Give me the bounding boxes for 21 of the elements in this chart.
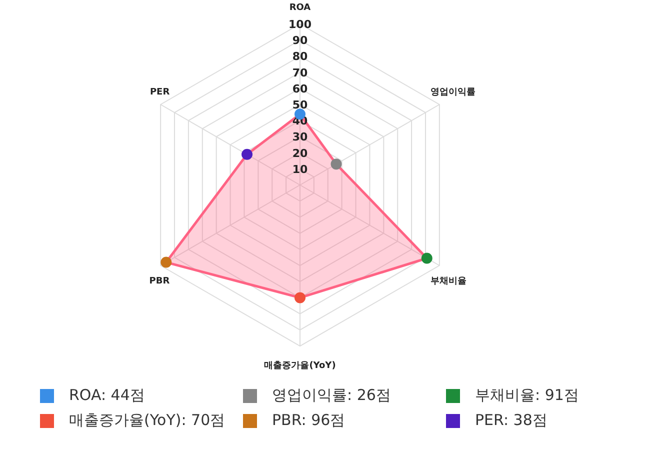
spoke-label: ROA	[289, 3, 311, 13]
text: ROA: 44점	[69, 386, 145, 404]
text: 매출증가율(YoY): 70점	[69, 411, 226, 429]
y-tick-label: 80	[292, 50, 308, 64]
y-tick-label: 70	[292, 66, 308, 80]
text: PBR: 96점	[272, 411, 346, 429]
text: 영업이익률: 26점	[272, 386, 391, 404]
spoke-label: PER	[150, 88, 170, 98]
y-tick-label: 50	[292, 98, 308, 112]
y-tick-label: 90	[292, 34, 308, 48]
text: 부채비율: 91점	[475, 386, 579, 404]
y-tick-label: 10	[292, 162, 308, 176]
y-tick-label: 60	[292, 82, 308, 96]
text: PER: 38점	[475, 411, 548, 429]
spoke-label: PBR	[149, 276, 170, 286]
spoke-label: 부채비율	[430, 276, 466, 286]
spoke-label: 매출증가율(YoY)	[264, 360, 336, 371]
y-tick-label: 30	[292, 130, 308, 144]
spoke-label: 영업이익률	[430, 88, 476, 98]
y-tick-label: 20	[292, 146, 308, 160]
y-tick-label: 100	[288, 18, 312, 31]
